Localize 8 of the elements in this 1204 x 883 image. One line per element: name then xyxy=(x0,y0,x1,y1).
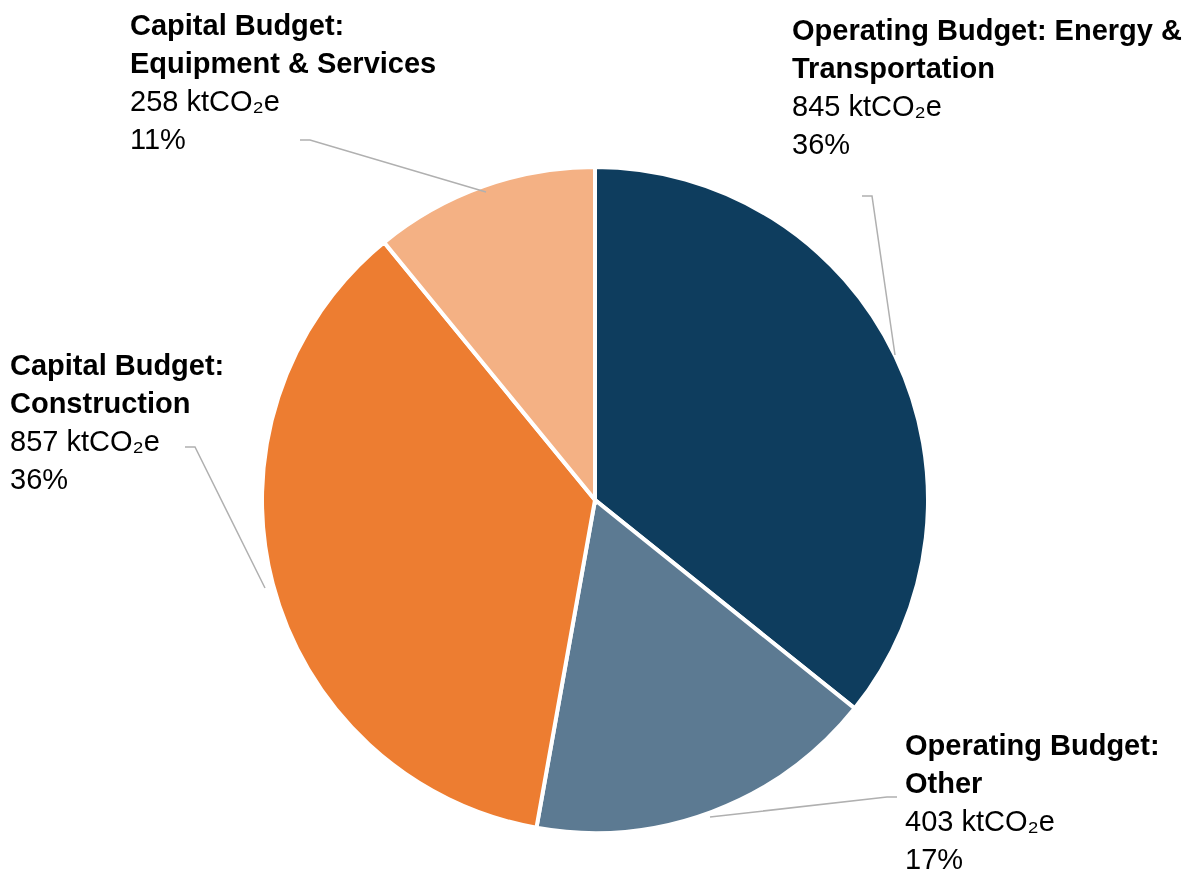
data-label: 845 ktCO₂e 36% xyxy=(792,90,942,160)
data-label: 857 ktCO₂e 36% xyxy=(10,425,160,495)
slice-label: Capital Budget: Construction xyxy=(10,349,225,419)
slice-label: Operating Budget: Energy & Transportation xyxy=(792,14,1182,84)
slice-label: Operating Budget: Other xyxy=(905,729,1160,799)
data-label: 403 ktCO₂e 17% xyxy=(905,805,1055,875)
slice-label: Capital Budget: Equipment & Services xyxy=(130,9,437,79)
data-label: 258 ktCO₂e 11% xyxy=(130,85,280,155)
